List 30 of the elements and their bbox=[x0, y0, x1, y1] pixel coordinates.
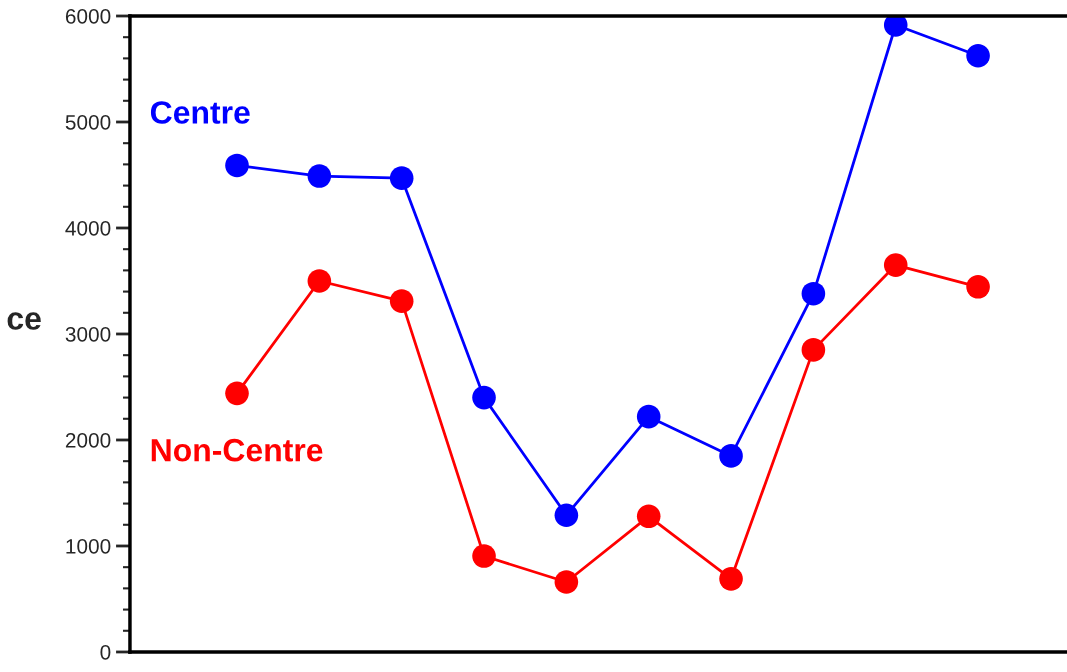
point bbox=[966, 43, 990, 68]
point bbox=[801, 338, 826, 362]
y-tick-label: 3000 bbox=[65, 326, 111, 342]
point bbox=[389, 289, 414, 313]
point bbox=[719, 567, 743, 591]
point bbox=[636, 504, 661, 529]
y-axis-title: ce bbox=[7, 312, 41, 330]
point bbox=[966, 275, 990, 299]
y-tick-label: 2000 bbox=[65, 432, 111, 448]
point bbox=[554, 503, 579, 528]
point bbox=[636, 404, 661, 429]
point bbox=[307, 269, 332, 293]
y-tick-label: 0 bbox=[100, 644, 111, 660]
point bbox=[389, 166, 414, 190]
point bbox=[472, 385, 496, 410]
point bbox=[883, 15, 908, 37]
series-label: Non-Centre bbox=[151, 438, 323, 462]
series-label: Centre bbox=[150, 101, 250, 124]
point bbox=[472, 544, 496, 568]
point bbox=[307, 164, 332, 188]
y-tick-label: 1000 bbox=[66, 538, 111, 554]
point bbox=[225, 381, 249, 406]
point bbox=[883, 253, 908, 277]
y-tick-label: 4000 bbox=[65, 220, 111, 236]
point bbox=[719, 444, 743, 468]
point bbox=[554, 570, 579, 594]
y-tick-label: 6000 bbox=[65, 8, 111, 24]
y-tick-label: 5000 bbox=[65, 114, 111, 130]
point bbox=[801, 281, 826, 306]
point bbox=[225, 153, 249, 178]
